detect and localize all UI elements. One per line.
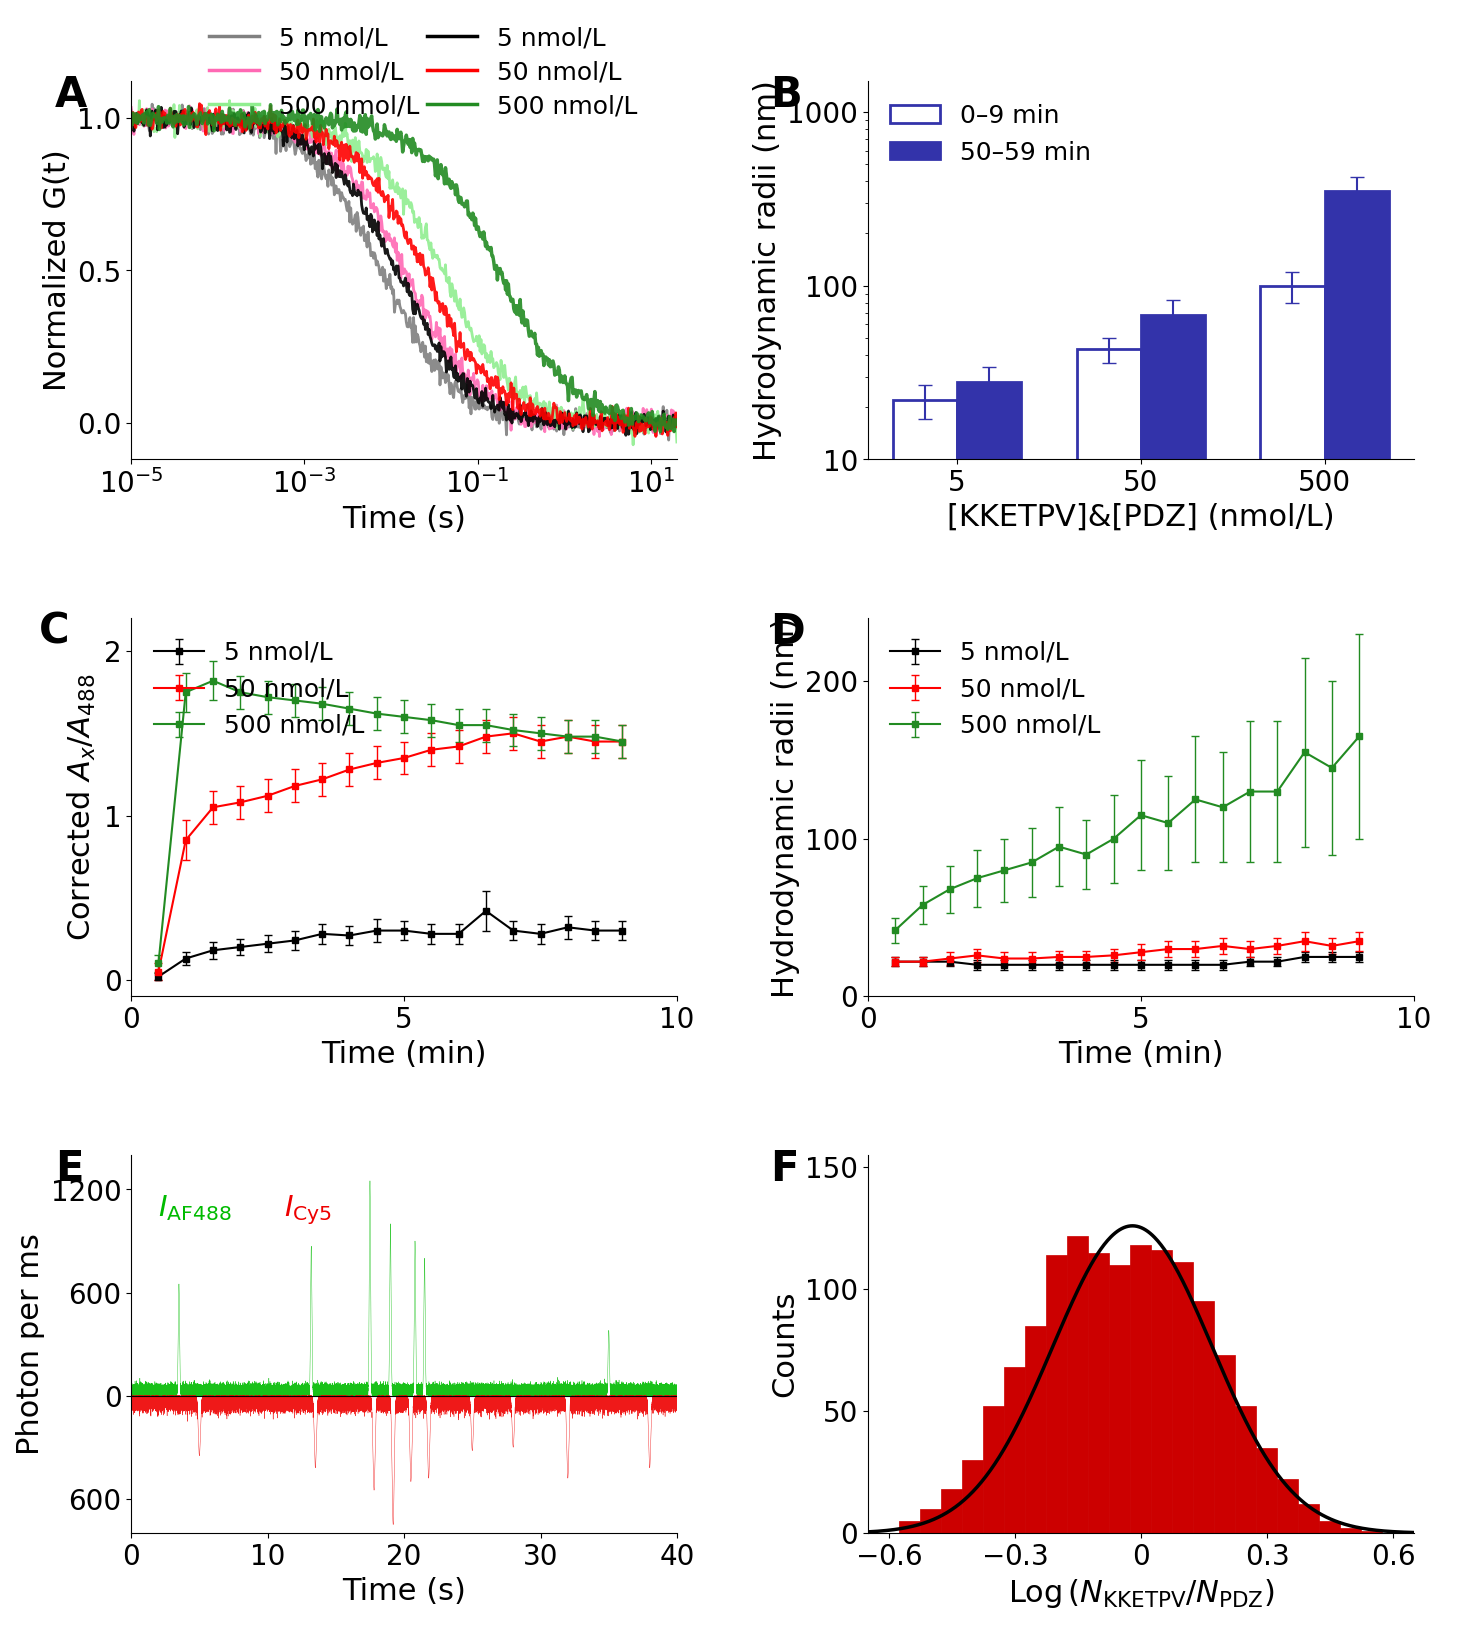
Bar xyxy=(1171,1262,1193,1533)
Bar xyxy=(893,400,957,1631)
X-axis label: $\mathrm{Log}\,(N_{\mathrm{KKETPV}}/N_{\mathrm{PDZ}})$: $\mathrm{Log}\,(N_{\mathrm{KKETPV}}/N_{\… xyxy=(1007,1577,1273,1610)
Bar xyxy=(1131,1246,1151,1533)
Bar xyxy=(1026,1326,1046,1533)
Y-axis label: Hydrodynamic radii (nm): Hydrodynamic radii (nm) xyxy=(771,617,800,998)
Bar xyxy=(1236,1406,1256,1533)
X-axis label: [KKETPV]&[PDZ] (nmol/L): [KKETPV]&[PDZ] (nmol/L) xyxy=(947,502,1335,532)
Bar xyxy=(1276,1479,1298,1533)
Bar xyxy=(962,1460,983,1533)
X-axis label: Time (s): Time (s) xyxy=(342,1577,466,1605)
Legend: 0–9 min, 50–59 min: 0–9 min, 50–59 min xyxy=(880,95,1101,175)
Text: $\mathit{I}_{\mathregular{AF488}}$: $\mathit{I}_{\mathregular{AF488}}$ xyxy=(159,1192,232,1223)
Bar xyxy=(1319,1522,1340,1533)
Text: C: C xyxy=(38,610,68,652)
Bar xyxy=(1046,1256,1067,1533)
Bar xyxy=(921,1509,941,1533)
Text: B: B xyxy=(769,73,801,116)
Legend: 5 nmol/L, 50 nmol/L, 500 nmol/L: 5 nmol/L, 50 nmol/L, 500 nmol/L xyxy=(144,631,374,749)
Text: F: F xyxy=(769,1148,798,1189)
Bar xyxy=(1088,1253,1109,1533)
Bar xyxy=(1260,285,1324,1631)
Bar xyxy=(1141,315,1205,1631)
Y-axis label: Counts: Counts xyxy=(771,1290,800,1398)
Y-axis label: Corrected $A_x/A_{488}$: Corrected $A_x/A_{488}$ xyxy=(66,674,98,941)
Bar xyxy=(1151,1251,1171,1533)
Legend: 5 nmol/L, 50 nmol/L, 500 nmol/L: 5 nmol/L, 50 nmol/L, 500 nmol/L xyxy=(880,631,1110,749)
Bar xyxy=(1324,191,1389,1631)
Y-axis label: Normalized G(t): Normalized G(t) xyxy=(42,150,71,391)
Text: 0–9 min: 0–9 min xyxy=(237,0,353,7)
Bar xyxy=(1077,349,1141,1631)
Bar xyxy=(1340,1528,1361,1533)
Bar xyxy=(983,1406,1004,1533)
Y-axis label: Hydrodynamic radii (nm): Hydrodynamic radii (nm) xyxy=(753,80,781,462)
Bar xyxy=(1193,1302,1214,1533)
Bar xyxy=(899,1522,921,1533)
Text: A: A xyxy=(55,73,87,116)
Legend: 5 nmol/L, 50 nmol/L, 500 nmol/L: 5 nmol/L, 50 nmol/L, 500 nmol/L xyxy=(427,26,638,117)
Bar xyxy=(1256,1448,1276,1533)
X-axis label: Time (s): Time (s) xyxy=(342,504,466,533)
X-axis label: Time (min): Time (min) xyxy=(321,1039,487,1068)
Bar xyxy=(1109,1266,1131,1533)
Bar xyxy=(1298,1504,1319,1533)
Text: D: D xyxy=(769,610,804,652)
Y-axis label: Photon per ms: Photon per ms xyxy=(16,1233,45,1455)
Text: $\mathit{I}_{\mathregular{Cy5}}$: $\mathit{I}_{\mathregular{Cy5}}$ xyxy=(284,1192,332,1227)
Bar xyxy=(1214,1355,1236,1533)
X-axis label: Time (min): Time (min) xyxy=(1058,1039,1224,1068)
Bar xyxy=(1361,1532,1381,1533)
Text: 50–59 min: 50–59 min xyxy=(437,0,589,7)
Bar xyxy=(1004,1367,1026,1533)
Text: E: E xyxy=(55,1148,83,1189)
Bar xyxy=(941,1489,962,1533)
Bar xyxy=(1067,1236,1088,1533)
Bar xyxy=(957,382,1021,1631)
